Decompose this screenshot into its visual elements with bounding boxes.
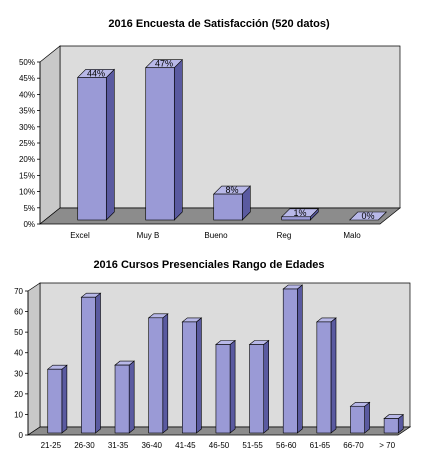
c1-y-tick-label: 30% [19,123,35,132]
bar-side [364,401,370,434]
chart1-title: 2016 Encuesta de Satisfacción (520 datos… [108,18,330,30]
bar-61-65 [315,317,337,434]
bar-51-55 [248,339,270,434]
x-tick-label: 56-60 [276,441,297,450]
x-tick-label: 41-45 [175,441,196,450]
bar-front [281,216,311,221]
c2-y-tick-label: 0 [19,431,24,440]
age-range-chart: 2016 Cursos Presenciales Rango de Edades… [14,259,412,450]
c1-y-tick-label: 25% [19,139,35,148]
bar-excel [76,68,116,221]
c2-y-tick-label: 20 [14,390,23,399]
c1-y-tick-label: 5% [23,204,35,213]
bar-side [263,339,270,434]
x-tick-label: 31-35 [108,441,129,450]
c2-y-tick-label: 60 [14,308,23,317]
bar--70 [383,413,405,434]
bar-top [348,211,388,221]
c1-y-tick-label: 35% [19,107,35,116]
bar-side [174,58,183,221]
satisfaction-chart: 2016 Encuesta de Satisfacción (520 datos… [19,18,401,240]
x-tick-label: 61-65 [310,441,331,450]
bar-front [47,368,63,434]
bar-front [350,405,365,434]
c1-y-tick-label: 0% [23,220,35,229]
x-tick-label: 26-30 [74,441,95,450]
bar-front [282,288,298,434]
c2-y-tick-label: 50 [14,328,23,337]
bar-21-25 [46,364,68,434]
x-tick-label: 51-55 [242,441,263,450]
c1-side-wall [39,45,61,225]
bar-side [106,68,115,221]
bar-side [196,317,202,434]
c2-y-tick-label: 70 [14,287,23,296]
data-label: 44% [87,68,105,78]
bar-side [162,313,169,434]
bar-side [296,284,303,434]
c1-y-tick-label: 20% [19,155,35,164]
c1-y-tick-label: 10% [19,188,35,197]
x-tick-label: 21-25 [41,441,62,450]
x-tick-label: Excel [70,231,90,240]
c1-y-tick-label: 15% [19,171,35,180]
data-label: 47% [155,59,173,69]
bar-reg [280,208,320,221]
c2-y-tick-label: 30 [14,369,23,378]
c1-y-tick-label: 50% [19,58,35,67]
c1-y-tick-label: 40% [19,90,35,99]
x-tick-label: 66-70 [343,441,364,450]
bar-front [145,67,175,221]
bar-side [61,364,68,434]
x-tick-label: Malo [343,231,361,240]
bar-66-70 [349,401,371,434]
bar-bueno [212,185,252,221]
c1-y-tick-label: 45% [19,74,35,83]
bar-31-35 [114,360,136,434]
x-tick-label: 46-50 [209,441,230,450]
x-tick-label: Reg [277,231,292,240]
x-tick-label: 36-40 [141,441,162,450]
bar-malo [348,211,388,221]
c2-side-wall [27,282,41,436]
bar-46-50 [215,339,236,434]
bar-front [249,344,264,434]
bar-side [95,292,101,434]
bar-front [213,193,243,221]
data-label: 0% [361,211,374,221]
bar-front [81,296,96,434]
bar-front [182,321,197,434]
c2-y-tick-label: 10 [14,410,23,419]
c2-y-tick-label: 40 [14,349,23,358]
data-label: 1% [293,208,306,218]
bar-front [114,364,130,434]
bar-front [148,317,164,434]
chart2-title: 2016 Cursos Presenciales Rango de Edades [93,259,324,271]
bar-front [316,321,332,434]
x-tick-label: > 70 [379,441,395,450]
bar-front [383,418,399,434]
data-label: 8% [225,185,238,195]
x-tick-label: Muy B [137,231,160,240]
bar-56-60 [282,284,304,434]
bar-front [215,344,231,434]
bar-side [330,317,337,434]
bar-36-40 [147,313,169,434]
bar-26-30 [80,292,102,434]
bar-side [128,360,135,434]
bar-41-45 [181,317,203,434]
bar-muy-b [144,58,184,221]
bar-front [77,77,107,221]
x-tick-label: Bueno [204,231,228,240]
bar-side [229,339,236,434]
